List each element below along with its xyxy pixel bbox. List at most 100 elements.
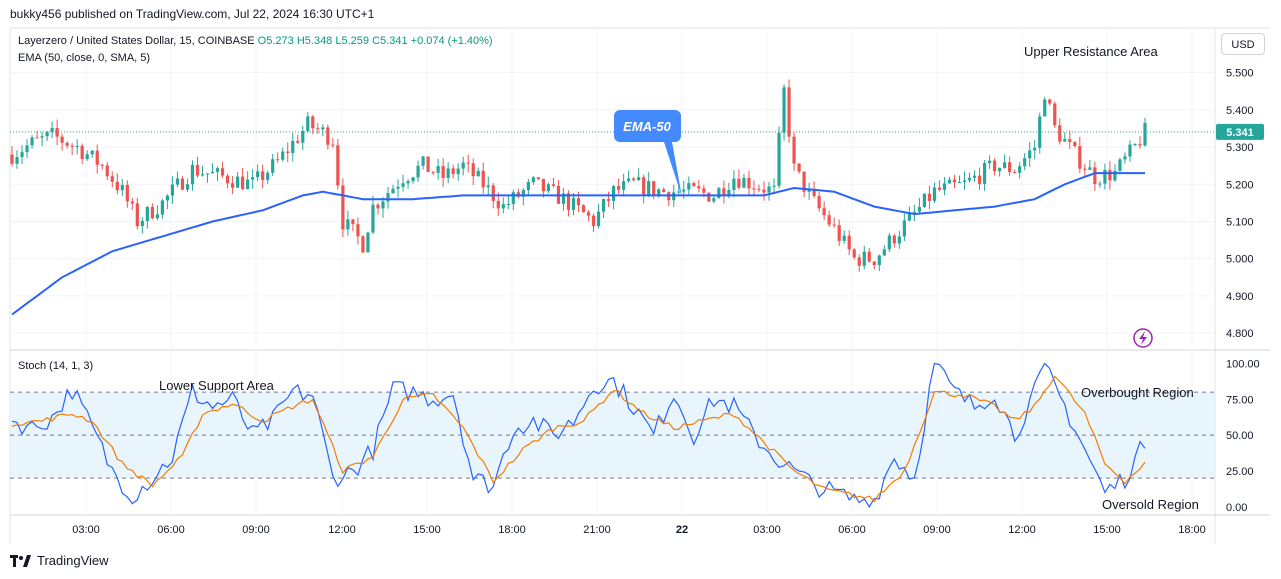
candle-body: [993, 160, 997, 172]
candle: [1068, 130, 1072, 150]
candle-body: [391, 188, 395, 194]
candle: [311, 114, 315, 135]
time-tick-label: 06:00: [157, 524, 185, 536]
candle: [451, 164, 455, 179]
candle: [1093, 161, 1097, 191]
candle-body: [586, 212, 591, 216]
candle: [10, 145, 14, 167]
candle: [993, 158, 997, 176]
candle: [1033, 140, 1037, 160]
candle: [341, 178, 345, 238]
candle: [80, 143, 84, 165]
candle: [622, 173, 626, 197]
time-tick-label: 09:00: [923, 524, 951, 536]
candle-body: [281, 151, 285, 160]
candle: [596, 204, 601, 229]
candle-body: [70, 145, 74, 147]
candle-body: [20, 152, 24, 158]
candle: [411, 176, 415, 184]
candle: [436, 158, 440, 180]
candle: [747, 170, 751, 196]
stoch-legend[interactable]: Stoch (14, 1, 3): [18, 360, 94, 372]
candle-body: [261, 171, 265, 181]
candle-body: [496, 200, 500, 209]
candle: [130, 197, 134, 210]
tradingview-footer[interactable]: TradingView: [10, 553, 109, 568]
candle-body: [546, 184, 551, 192]
candle-body: [541, 178, 546, 192]
time-tick-label: 15:00: [413, 524, 441, 536]
candle-body: [15, 157, 19, 164]
price-tick-label: 5.000: [1226, 254, 1254, 266]
candle-body: [1138, 144, 1142, 146]
candle: [637, 168, 641, 181]
candle: [356, 217, 360, 245]
candle: [852, 247, 856, 260]
lightning-circle: [1133, 328, 1153, 348]
candle: [20, 145, 24, 165]
candle-body: [897, 236, 901, 244]
candle: [767, 181, 771, 201]
candle-body: [246, 179, 250, 190]
candle-body: [140, 220, 144, 227]
candle: [195, 156, 200, 178]
candle-body: [837, 225, 841, 241]
candle-body: [45, 132, 49, 137]
candle: [787, 79, 791, 143]
candle: [431, 171, 435, 176]
candle: [647, 172, 651, 198]
candle-body: [642, 177, 646, 195]
candle: [792, 132, 796, 171]
candle: [446, 162, 450, 184]
candle: [301, 125, 305, 150]
candle: [426, 156, 430, 172]
candle: [95, 144, 99, 174]
time-tick-label: 15:00: [1093, 524, 1121, 536]
candle: [521, 187, 525, 206]
lightning-alert-icon[interactable]: [1133, 328, 1153, 348]
candle-body: [812, 188, 816, 197]
candle: [937, 180, 942, 192]
candle: [687, 176, 691, 196]
candle-body: [942, 183, 947, 190]
candle: [737, 169, 741, 190]
candle: [406, 179, 410, 189]
candle: [40, 131, 44, 147]
candle-body: [411, 177, 415, 182]
candle: [145, 205, 149, 229]
candle-body: [110, 176, 114, 182]
candle: [1053, 101, 1057, 128]
tradingview-brand: TradingView: [37, 553, 109, 568]
candle-body: [195, 164, 200, 176]
currency-button[interactable]: USD: [1221, 33, 1265, 55]
candle-body: [466, 162, 470, 164]
ema-legend[interactable]: EMA (50, close, 0, SMA, 5): [18, 52, 151, 64]
candle: [757, 184, 761, 193]
candle-body: [1113, 170, 1117, 181]
candle-body: [1088, 167, 1092, 170]
candle-body: [60, 136, 64, 143]
time-tick-label: 18:00: [498, 524, 526, 536]
candle-body: [316, 128, 320, 130]
oversold-annotation: Oversold Region: [1102, 497, 1199, 512]
candle-body: [682, 189, 686, 192]
candle-body: [606, 199, 611, 201]
candle: [90, 150, 94, 158]
candle: [777, 126, 781, 189]
candle: [732, 170, 736, 198]
stoch-tick-label: 0.00: [1226, 502, 1247, 514]
candle-body: [371, 204, 375, 233]
candle-body: [346, 219, 350, 230]
candle: [371, 195, 375, 235]
candle: [922, 193, 927, 208]
candle: [927, 185, 932, 210]
candle: [220, 161, 225, 179]
candle: [296, 134, 300, 144]
published-by-text: bukky456 published on TradingView.com, J…: [10, 7, 375, 21]
candle-body: [852, 249, 856, 258]
candle-body: [341, 185, 345, 230]
candle-body: [792, 136, 796, 164]
candle: [561, 187, 566, 211]
candle: [1118, 157, 1122, 175]
